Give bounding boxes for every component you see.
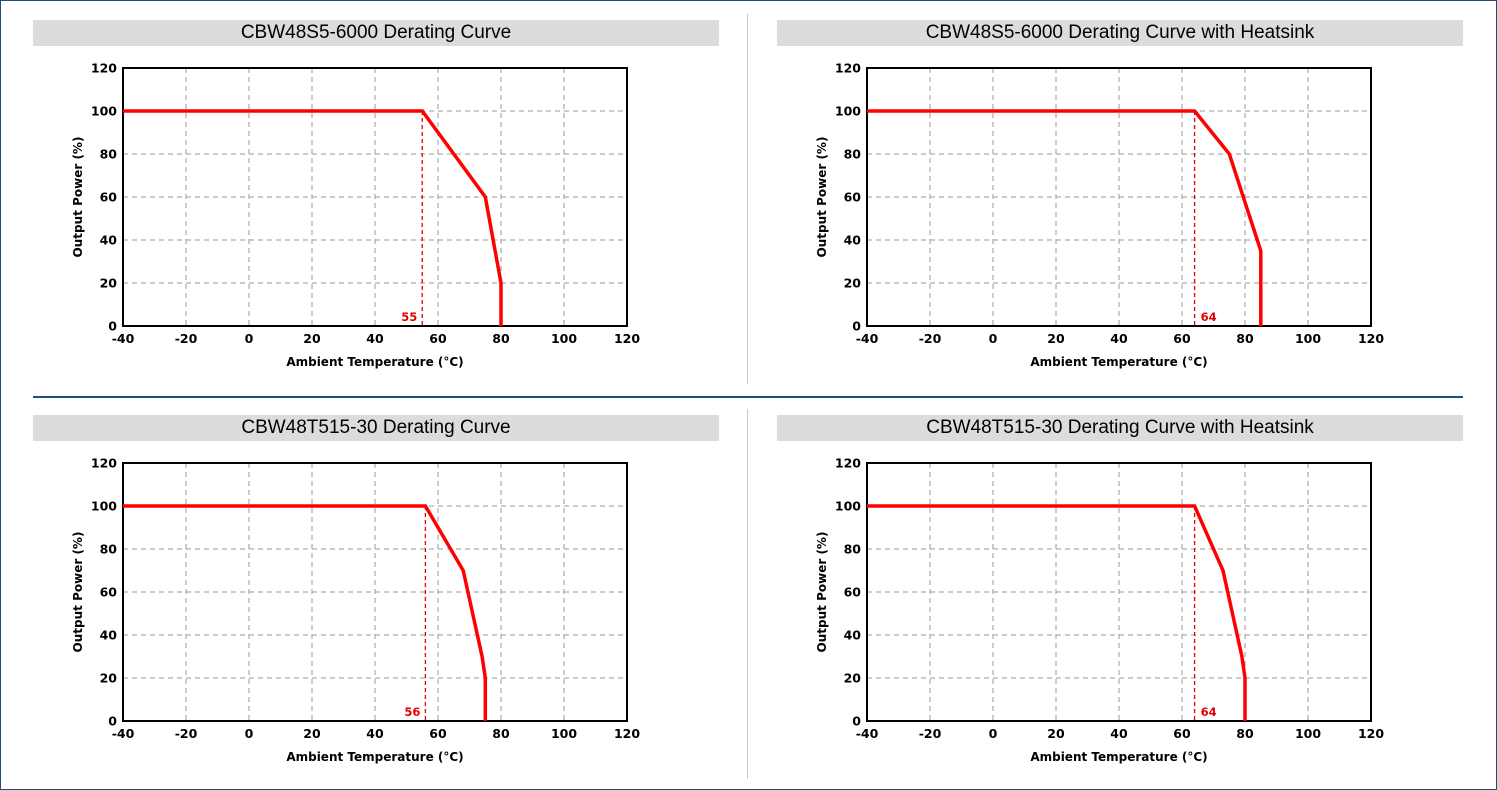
x-tick-label: -20 (919, 726, 942, 741)
x-tick-label: 0 (245, 726, 254, 741)
derating-curve (123, 504, 488, 721)
y-tick-label: 40 (844, 233, 862, 248)
x-tick-label: 40 (1110, 726, 1128, 741)
x-tick-label: -20 (175, 726, 198, 741)
y-tick-label: 60 (100, 190, 118, 205)
x-tick-label: 120 (1358, 331, 1384, 346)
x-tick-label: 120 (1358, 726, 1384, 741)
x-tick-label: -40 (856, 726, 879, 741)
x-tick-label: 60 (1173, 331, 1191, 346)
y-tick-label: 20 (844, 276, 862, 291)
y-tick-label: 120 (91, 61, 117, 76)
y-tick-label: 60 (844, 585, 862, 600)
x-tick-label: 20 (303, 331, 321, 346)
y-tick-label: 100 (91, 104, 117, 119)
x-tick-label: -20 (919, 331, 942, 346)
x-tick-label: -40 (856, 331, 879, 346)
chart-title: CBW48T515-30 Derating Curve (33, 415, 719, 441)
chart-panel-cbw48s5-heatsink: CBW48S5-6000 Derating Curve with Heatsin… (777, 20, 1463, 395)
x-tick-label: 40 (366, 331, 384, 346)
y-tick-label: 60 (100, 585, 118, 600)
x-tick-label: 120 (614, 331, 640, 346)
x-tick-label: 80 (1236, 726, 1254, 741)
chart-title: CBW48T515-30 Derating Curve with Heatsin… (777, 415, 1463, 441)
x-tick-label: 0 (989, 726, 998, 741)
derating-curve (867, 504, 1247, 721)
horizontal-divider (33, 396, 1463, 398)
x-tick-label: 80 (1236, 331, 1254, 346)
x-axis-title: Ambient Temperature (°C) (1030, 355, 1207, 369)
vertical-divider-bottom (747, 409, 748, 779)
x-tick-label: -40 (112, 331, 135, 346)
chart-title: CBW48S5-6000 Derating Curve (33, 20, 719, 46)
y-tick-label: 20 (100, 276, 118, 291)
chart-panel-cbw48t515-heatsink: CBW48T515-30 Derating Curve with Heatsin… (777, 415, 1463, 790)
y-tick-label: 40 (100, 233, 118, 248)
x-tick-label: 20 (303, 726, 321, 741)
x-axis-title: Ambient Temperature (°C) (1030, 750, 1207, 764)
y-axis-title: Output Power (%) (815, 137, 829, 258)
y-tick-label: 120 (835, 61, 861, 76)
x-tick-label: 80 (492, 726, 510, 741)
plot-area-border (122, 462, 628, 722)
marker-label: 56 (404, 705, 420, 719)
y-tick-label: 0 (852, 714, 861, 729)
y-tick-label: 0 (108, 714, 117, 729)
y-tick-label: 20 (100, 671, 118, 686)
x-tick-label: 100 (551, 331, 577, 346)
derating-curve (867, 109, 1263, 326)
y-tick-label: 120 (835, 456, 861, 471)
x-tick-label: 20 (1047, 331, 1065, 346)
x-tick-label: 120 (614, 726, 640, 741)
y-tick-label: 120 (91, 456, 117, 471)
derating-chart: -40 -20 0 20 40 60 80 100 120 0 20 40 60 80 100 120 Ambi… (71, 61, 640, 370)
y-tick-label: 80 (844, 147, 862, 162)
y-tick-label: 20 (844, 671, 862, 686)
y-tick-label: 80 (100, 147, 118, 162)
x-tick-label: 60 (429, 331, 447, 346)
y-tick-label: 100 (91, 499, 117, 514)
y-tick-label: 80 (844, 542, 862, 557)
y-axis-title: Output Power (%) (815, 532, 829, 653)
derating-curve (123, 109, 503, 326)
x-tick-label: 100 (551, 726, 577, 741)
x-tick-label: 20 (1047, 726, 1065, 741)
y-tick-label: 100 (835, 104, 861, 119)
y-tick-label: 80 (100, 542, 118, 557)
y-tick-label: 40 (844, 628, 862, 643)
x-axis-title: Ambient Temperature (°C) (286, 355, 463, 369)
x-tick-label: 0 (989, 331, 998, 346)
x-tick-label: 60 (429, 726, 447, 741)
y-axis-title: Output Power (%) (71, 137, 85, 258)
marker-label: 64 (1201, 705, 1217, 719)
y-axis-title: Output Power (%) (71, 532, 85, 653)
chart-panel-cbw48t515: CBW48T515-30 Derating Curve -40 -20 0 20 40 6… (33, 415, 719, 790)
x-tick-label: 0 (245, 331, 254, 346)
plot-area-border (866, 67, 1372, 327)
chart-title: CBW48S5-6000 Derating Curve with Heatsin… (777, 20, 1463, 46)
derating-chart: -40 -20 0 20 40 60 80 100 120 0 20 40 60 80 100 120 Ambi… (815, 456, 1384, 765)
x-tick-label: 100 (1295, 726, 1321, 741)
vertical-divider-top (747, 14, 748, 384)
y-tick-label: 0 (852, 319, 861, 334)
derating-chart: -40 -20 0 20 40 60 80 100 120 0 20 40 60 80 100 120 Ambi… (815, 61, 1384, 370)
x-tick-label: -20 (175, 331, 198, 346)
y-tick-label: 0 (108, 319, 117, 334)
x-tick-label: 40 (1110, 331, 1128, 346)
x-tick-label: 100 (1295, 331, 1321, 346)
x-axis-title: Ambient Temperature (°C) (286, 750, 463, 764)
plot-area-border (122, 67, 628, 327)
chart-panel-cbw48s5: CBW48S5-6000 Derating Curve -40 -20 0 20 40 6… (33, 20, 719, 395)
marker-label: 55 (401, 310, 417, 324)
x-tick-label: 40 (366, 726, 384, 741)
y-tick-label: 60 (844, 190, 862, 205)
y-tick-label: 40 (100, 628, 118, 643)
marker-label: 64 (1201, 310, 1217, 324)
plot-area-border (866, 462, 1372, 722)
y-tick-label: 100 (835, 499, 861, 514)
derating-chart: -40 -20 0 20 40 60 80 100 120 0 20 40 60 80 100 120 Ambi… (71, 456, 640, 765)
x-tick-label: 80 (492, 331, 510, 346)
x-tick-label: -40 (112, 726, 135, 741)
x-tick-label: 60 (1173, 726, 1191, 741)
